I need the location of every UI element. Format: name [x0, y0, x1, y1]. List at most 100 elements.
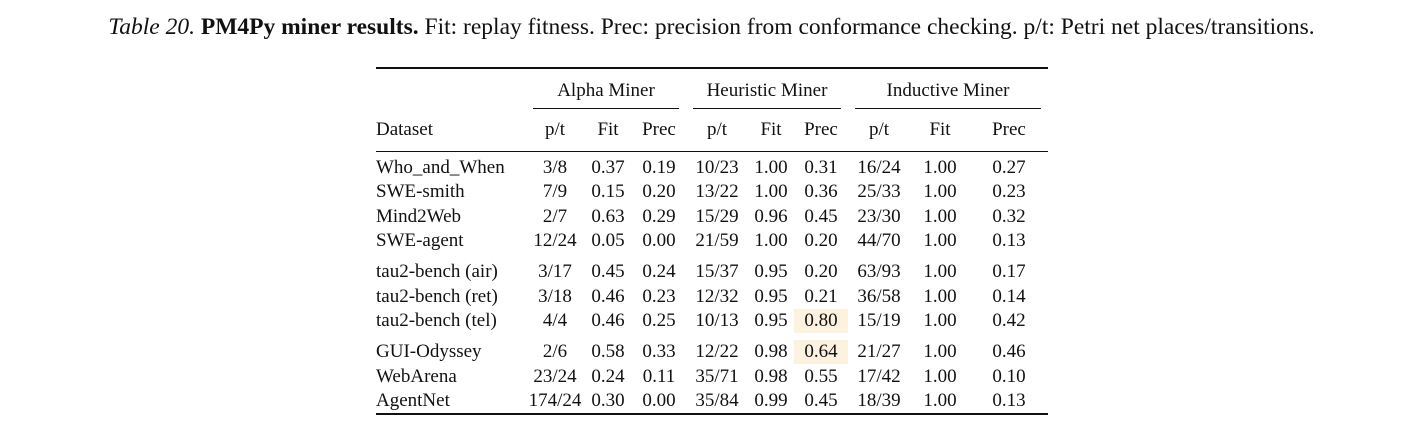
- cell: 12/22: [695, 341, 739, 363]
- cell: 44/70: [857, 230, 901, 252]
- cell: 0.96: [754, 205, 788, 227]
- cell: 4/4: [542, 309, 568, 331]
- cell: 0.58: [591, 341, 625, 363]
- cell: 35/71: [695, 365, 739, 387]
- group-inductive-miner: Inductive Miner: [848, 69, 1048, 115]
- cell: 0.95: [754, 261, 788, 283]
- cell: 0.25: [642, 309, 676, 331]
- group-heuristic-miner: Heuristic Miner: [686, 69, 848, 115]
- table-row: tau2-bench (air) 3/17 0.45 0.24 15/37 0.…: [376, 260, 1048, 284]
- cell: 17/42: [857, 365, 901, 387]
- cell: 0.13: [992, 389, 1026, 411]
- cell: 2/7: [542, 205, 568, 227]
- cell: 1.00: [923, 157, 957, 179]
- cell: 0.21: [804, 285, 838, 307]
- col-header-fit: Fit: [760, 119, 782, 140]
- cell: 1.00: [923, 230, 957, 252]
- cell: 10/23: [695, 157, 739, 179]
- cell: 0.00: [642, 389, 676, 411]
- cell: 1.00: [923, 341, 957, 363]
- cell: 0.63: [591, 205, 625, 227]
- table-row: tau2-bench (ret) 3/18 0.46 0.23 12/32 0.…: [376, 284, 1048, 308]
- row-dataset: WebArena: [376, 365, 457, 387]
- col-header-prec: Prec: [642, 119, 676, 140]
- cell: 0.32: [992, 205, 1026, 227]
- table-row: tau2-bench (tel) 4/4 0.46 0.25 10/13 0.9…: [376, 308, 1048, 334]
- table-row: AgentNet 174/24 0.30 0.00 35/84 0.99 0.4…: [376, 389, 1048, 414]
- cell: 0.55: [804, 365, 838, 387]
- cell: 1.00: [923, 309, 957, 331]
- cell: 0.29: [642, 205, 676, 227]
- cell: 3/8: [542, 157, 568, 179]
- cell: 0.13: [992, 230, 1026, 252]
- table-row: SWE-agent 12/24 0.05 0.00 21/59 1.00 0.2…: [376, 229, 1048, 253]
- cell: 10/13: [695, 309, 739, 331]
- cell: 23/30: [857, 205, 901, 227]
- cell: 0.45: [804, 389, 838, 411]
- col-header-fit: Fit: [929, 119, 951, 140]
- cell: 0.46: [591, 285, 625, 307]
- cell: 0.98: [754, 341, 788, 363]
- cell: 0.37: [591, 157, 625, 179]
- cell: 0.33: [642, 341, 676, 363]
- cell: 63/93: [857, 261, 901, 283]
- cell: 15/37: [695, 261, 739, 283]
- cell: 7/9: [542, 181, 568, 203]
- cell: 0.45: [804, 205, 838, 227]
- cell: 1.00: [923, 389, 957, 411]
- cell: 1.00: [923, 365, 957, 387]
- cell: 0.23: [642, 285, 676, 307]
- results-table: Alpha Miner Heuristic Miner Inductive Mi…: [376, 67, 1048, 416]
- row-dataset: tau2-bench (ret): [376, 285, 498, 307]
- highlighted-cell: 0.80: [794, 308, 848, 334]
- cell: 0.05: [591, 230, 625, 252]
- cell: 0.11: [642, 365, 676, 387]
- cell: 0.24: [642, 261, 676, 283]
- cell: 1.00: [923, 285, 957, 307]
- cell: 23/24: [533, 365, 577, 387]
- cell: 0.46: [591, 309, 625, 331]
- col-header-prec: Prec: [992, 119, 1026, 140]
- table-row: SWE-smith 7/9 0.15 0.20 13/22 1.00 0.36 …: [376, 180, 1048, 204]
- cell: 15/29: [695, 205, 739, 227]
- cell: 36/58: [857, 285, 901, 307]
- row-dataset: tau2-bench (tel): [376, 309, 497, 331]
- cell: 0.95: [754, 309, 788, 331]
- cell: 1.00: [923, 261, 957, 283]
- cell: 0.95: [754, 285, 788, 307]
- row-dataset: SWE-agent: [376, 230, 464, 252]
- table-row: Who_and_When 3/8 0.37 0.19 10/23 1.00 0.…: [376, 152, 1048, 180]
- cell: 0.10: [992, 365, 1026, 387]
- col-header-pt: p/t: [868, 119, 890, 140]
- cell: 13/22: [695, 181, 739, 203]
- table-row: GUI-Odyssey 2/6 0.58 0.33 12/22 0.98 0.6…: [376, 340, 1048, 365]
- cell: 0.20: [804, 230, 838, 252]
- col-header-pt: p/t: [544, 119, 566, 140]
- cell: 0.14: [992, 285, 1026, 307]
- column-header-row: Dataset p/t Fit Prec p/t Fit Prec p/t Fi…: [376, 115, 1048, 152]
- cell: 0.27: [992, 157, 1026, 179]
- cell: 35/84: [695, 389, 739, 411]
- cell: 1.00: [923, 205, 957, 227]
- row-dataset: AgentNet: [376, 389, 450, 411]
- col-header-dataset: Dataset: [376, 119, 433, 140]
- cell: 174/24: [528, 389, 582, 411]
- cell: 15/19: [857, 309, 901, 331]
- cell: 0.31: [804, 157, 838, 179]
- cell: 1.00: [754, 181, 788, 203]
- cell: 0.20: [804, 261, 838, 283]
- table-caption: Table 20. PM4Py miner results. Fit: repl…: [0, 12, 1423, 42]
- cell: 3/18: [538, 285, 572, 307]
- cell: 0.36: [804, 181, 838, 203]
- table-number: Table 20.: [108, 14, 195, 40]
- cell: 1.00: [754, 157, 788, 179]
- cell: 3/17: [538, 261, 572, 283]
- group-alpha-miner: Alpha Miner: [526, 69, 686, 115]
- cell: 0.00: [642, 230, 676, 252]
- cell: 1.00: [754, 230, 788, 252]
- col-header-fit: Fit: [597, 119, 619, 140]
- cell: 0.15: [591, 181, 625, 203]
- cell: 2/6: [542, 341, 568, 363]
- cell: 0.45: [591, 261, 625, 283]
- table-title: PM4Py miner results.: [200, 14, 419, 40]
